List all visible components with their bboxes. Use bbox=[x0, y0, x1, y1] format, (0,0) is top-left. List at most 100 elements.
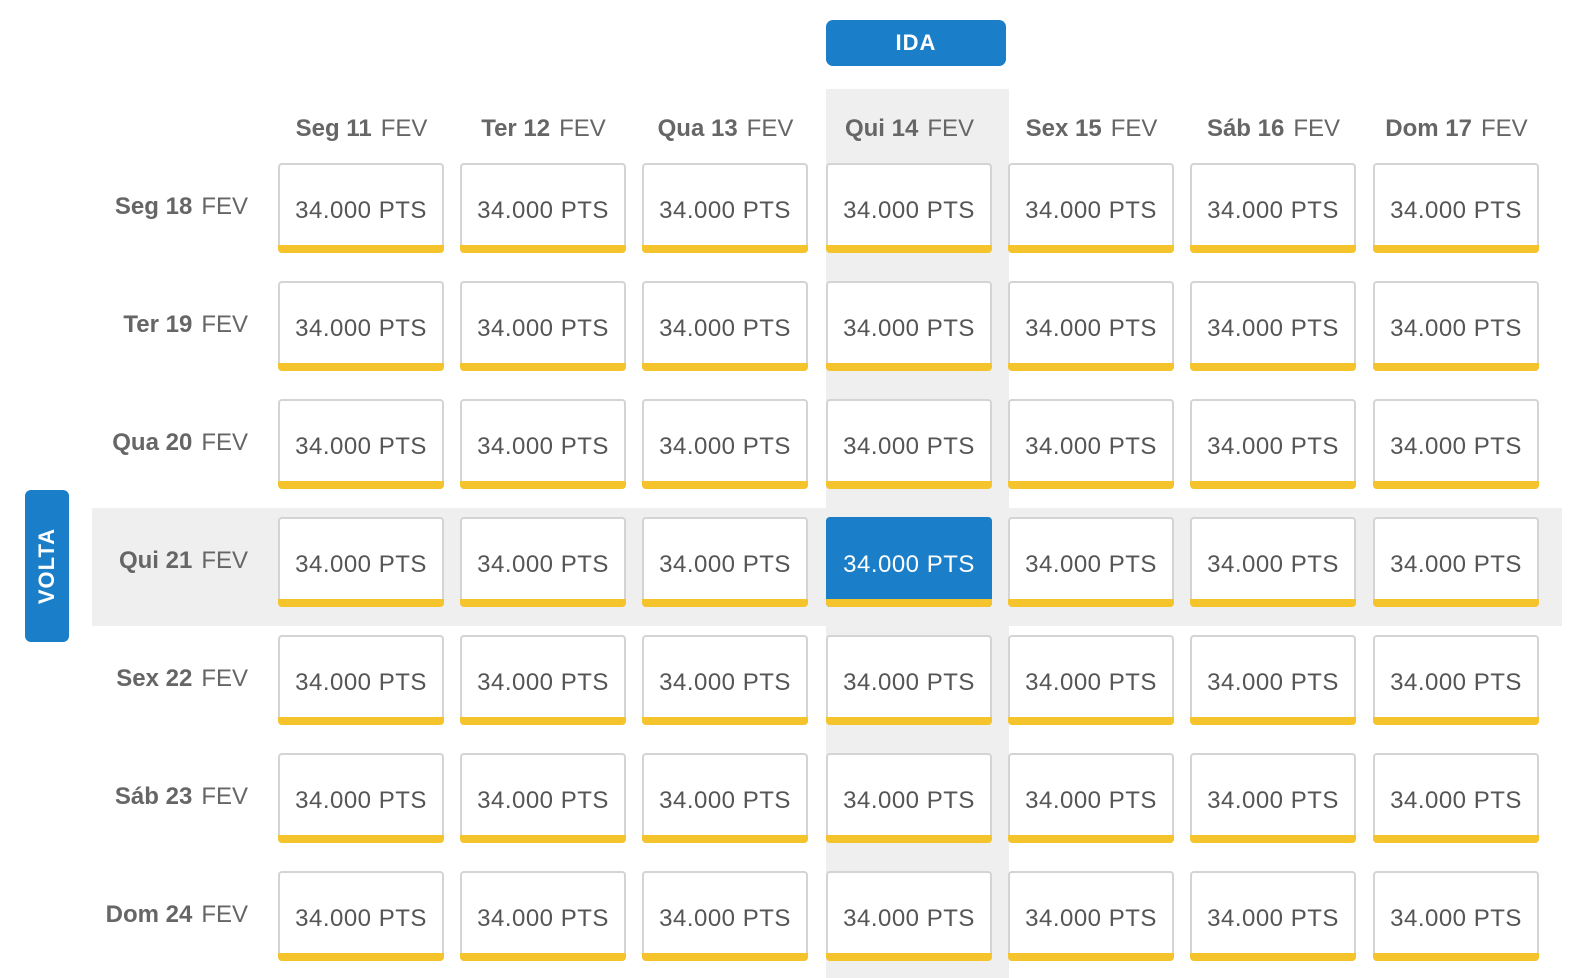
availability-indicator bbox=[278, 953, 444, 961]
fare-price: 34.000 PTS bbox=[477, 433, 609, 460]
fare-cell[interactable]: 34.000 PTS bbox=[460, 163, 626, 253]
return-date-header: Seg 18 FEV bbox=[88, 187, 248, 227]
availability-indicator bbox=[1190, 599, 1356, 607]
return-month: FEV bbox=[201, 665, 248, 692]
return-date-header: Qua 20 FEV bbox=[88, 423, 248, 463]
fare-cell[interactable]: 34.000 PTS bbox=[642, 753, 808, 843]
outbound-month: FEV bbox=[927, 115, 975, 142]
fare-price: 34.000 PTS bbox=[295, 551, 427, 578]
fare-cell[interactable]: 34.000 PTS bbox=[278, 281, 444, 371]
fare-price: 34.000 PTS bbox=[1207, 905, 1339, 932]
fare-cell[interactable]: 34.000 PTS bbox=[1373, 753, 1539, 843]
fare-price: 34.000 PTS bbox=[659, 669, 791, 696]
fare-cell[interactable]: 34.000 PTS bbox=[1008, 281, 1174, 371]
fare-cell[interactable]: 34.000 PTS bbox=[1008, 399, 1174, 489]
fare-cell[interactable]: 34.000 PTS bbox=[1190, 281, 1356, 371]
fare-cell[interactable]: 34.000 PTS bbox=[1373, 281, 1539, 371]
fare-price: 34.000 PTS bbox=[1207, 433, 1339, 460]
return-label: VOLTA bbox=[25, 490, 69, 642]
fare-cell[interactable]: 34.000 PTS bbox=[1008, 163, 1174, 253]
fare-cell[interactable]: 34.000 PTS bbox=[826, 281, 992, 371]
fare-cell[interactable]: 34.000 PTS bbox=[1190, 753, 1356, 843]
availability-indicator bbox=[642, 481, 808, 489]
fare-price: 34.000 PTS bbox=[659, 197, 791, 224]
fare-price: 34.000 PTS bbox=[477, 551, 609, 578]
fare-cell[interactable]: 34.000 PTS bbox=[278, 635, 444, 725]
availability-indicator bbox=[826, 599, 992, 607]
availability-indicator bbox=[460, 599, 626, 607]
fare-cell[interactable]: 34.000 PTS bbox=[1008, 635, 1174, 725]
fare-cell[interactable]: 34.000 PTS bbox=[1008, 753, 1174, 843]
fare-price: 34.000 PTS bbox=[1207, 787, 1339, 814]
availability-indicator bbox=[460, 363, 626, 371]
fare-cell[interactable]: 34.000 PTS bbox=[278, 517, 444, 607]
return-day: Seg 18 bbox=[114, 193, 193, 220]
fare-cell[interactable]: 34.000 PTS bbox=[642, 871, 808, 961]
availability-indicator bbox=[460, 245, 626, 253]
fare-cell[interactable]: 34.000 PTS bbox=[1373, 163, 1539, 253]
availability-indicator bbox=[1373, 599, 1539, 607]
fare-cell[interactable]: 34.000 PTS bbox=[1008, 517, 1174, 607]
availability-indicator bbox=[1373, 481, 1539, 489]
availability-indicator bbox=[826, 363, 992, 371]
return-date-header: Ter 19 FEV bbox=[88, 305, 248, 345]
fare-cell-selected[interactable]: 34.000 PTS bbox=[826, 517, 992, 607]
fare-cell[interactable]: 34.000 PTS bbox=[460, 281, 626, 371]
fare-cell[interactable]: 34.000 PTS bbox=[460, 635, 626, 725]
fare-cell[interactable]: 34.000 PTS bbox=[1190, 517, 1356, 607]
fare-cell[interactable]: 34.000 PTS bbox=[278, 163, 444, 253]
fare-cell[interactable]: 34.000 PTS bbox=[826, 635, 992, 725]
fare-price: 34.000 PTS bbox=[843, 433, 975, 460]
fare-cell[interactable]: 34.000 PTS bbox=[278, 399, 444, 489]
fare-price: 34.000 PTS bbox=[1025, 669, 1157, 696]
fare-cell[interactable]: 34.000 PTS bbox=[1373, 871, 1539, 961]
availability-indicator bbox=[1008, 717, 1174, 725]
fare-cell[interactable]: 34.000 PTS bbox=[460, 399, 626, 489]
return-day: Qui 21 bbox=[118, 547, 193, 574]
return-date-header: Qui 21 FEV bbox=[88, 541, 248, 581]
availability-indicator bbox=[1008, 245, 1174, 253]
outbound-label: IDA bbox=[826, 20, 1006, 66]
availability-indicator bbox=[278, 363, 444, 371]
fare-cell[interactable]: 34.000 PTS bbox=[1190, 635, 1356, 725]
fare-price: 34.000 PTS bbox=[659, 551, 791, 578]
fare-cell[interactable]: 34.000 PTS bbox=[1190, 163, 1356, 253]
fare-cell[interactable]: 34.000 PTS bbox=[1190, 399, 1356, 489]
availability-indicator bbox=[278, 835, 444, 843]
fare-cell[interactable]: 34.000 PTS bbox=[460, 753, 626, 843]
fare-cell[interactable]: 34.000 PTS bbox=[278, 753, 444, 843]
availability-indicator bbox=[1190, 363, 1356, 371]
return-date-header: Sáb 23 FEV bbox=[88, 777, 248, 817]
fare-price: 34.000 PTS bbox=[1207, 669, 1339, 696]
fare-cell[interactable]: 34.000 PTS bbox=[1190, 871, 1356, 961]
fare-cell[interactable]: 34.000 PTS bbox=[642, 399, 808, 489]
fare-price: 34.000 PTS bbox=[659, 787, 791, 814]
outbound-month: FEV bbox=[1110, 115, 1158, 142]
fare-price: 34.000 PTS bbox=[1390, 905, 1522, 932]
fare-cell[interactable]: 34.000 PTS bbox=[642, 163, 808, 253]
availability-indicator bbox=[1190, 245, 1356, 253]
fare-cell[interactable]: 34.000 PTS bbox=[1008, 871, 1174, 961]
fare-cell[interactable]: 34.000 PTS bbox=[826, 399, 992, 489]
fare-price: 34.000 PTS bbox=[295, 433, 427, 460]
availability-indicator bbox=[642, 835, 808, 843]
fare-cell[interactable]: 34.000 PTS bbox=[642, 517, 808, 607]
fare-cell[interactable]: 34.000 PTS bbox=[278, 871, 444, 961]
fare-cell[interactable]: 34.000 PTS bbox=[460, 517, 626, 607]
availability-indicator bbox=[1373, 363, 1539, 371]
fare-price: 34.000 PTS bbox=[843, 315, 975, 342]
fare-cell[interactable]: 34.000 PTS bbox=[642, 635, 808, 725]
fare-cell[interactable]: 34.000 PTS bbox=[1373, 399, 1539, 489]
fare-cell[interactable]: 34.000 PTS bbox=[826, 871, 992, 961]
return-day: Ter 19 bbox=[123, 311, 193, 338]
outbound-day: Seg 11 bbox=[295, 115, 372, 142]
fare-cell[interactable]: 34.000 PTS bbox=[460, 871, 626, 961]
fare-price: 34.000 PTS bbox=[1025, 433, 1157, 460]
fare-price: 34.000 PTS bbox=[295, 787, 427, 814]
fare-cell[interactable]: 34.000 PTS bbox=[642, 281, 808, 371]
fare-cell[interactable]: 34.000 PTS bbox=[826, 753, 992, 843]
fare-price: 34.000 PTS bbox=[1207, 551, 1339, 578]
fare-cell[interactable]: 34.000 PTS bbox=[1373, 517, 1539, 607]
fare-cell[interactable]: 34.000 PTS bbox=[1373, 635, 1539, 725]
fare-cell[interactable]: 34.000 PTS bbox=[826, 163, 992, 253]
